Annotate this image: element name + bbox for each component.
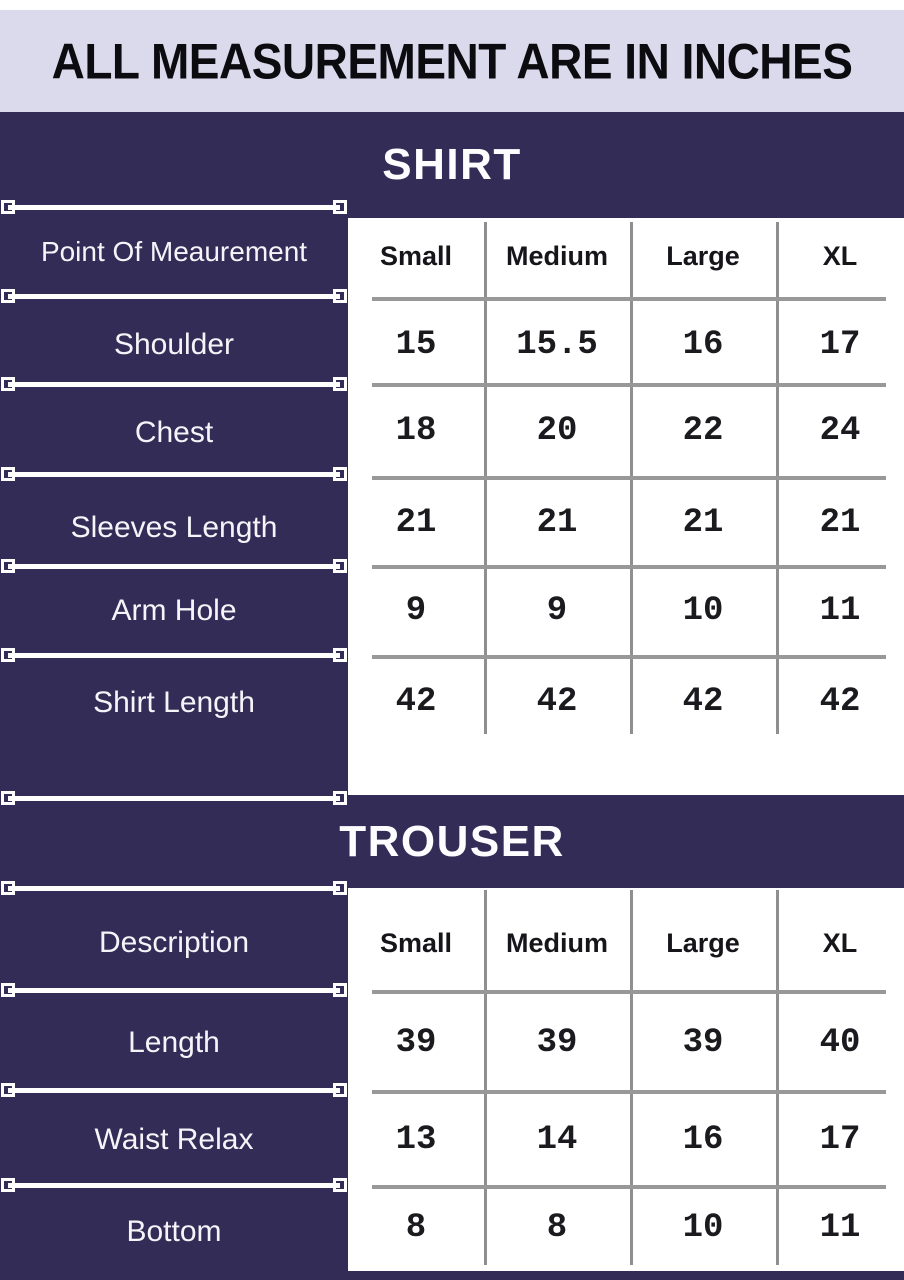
value-cell: 21 [536,504,578,542]
value-cell: 39 [395,1024,437,1062]
column-divider [484,890,487,1265]
value-cell: 16 [682,326,724,364]
size-header-xl: XL [822,240,858,271]
shirt-row-chest-values: 18 20 22 24 [348,401,904,461]
shirt-table: Small Medium Large XL 15 15.5 16 17 18 2… [348,218,904,795]
row-divider [372,990,886,994]
rail-label-length: Length [128,1026,220,1059]
banner: ALL MEASUREMENT ARE IN INCHES [0,10,904,112]
dimension-line-icon [1,200,347,214]
value-cell: 14 [536,1121,578,1159]
row-divider [372,1185,886,1189]
rail-label-waist-relax: Waist Relax [94,1123,254,1156]
dimension-line-icon [1,467,347,481]
size-header-small: Small [379,240,453,271]
trouser-row-length-values: 39 39 39 40 [348,1013,904,1073]
value-cell: 42 [536,683,578,721]
value-cell: 42 [682,683,724,721]
value-cell: 21 [395,504,437,542]
size-header-medium: Medium [505,927,608,958]
dimension-line-icon [1,377,347,391]
value-cell: 21 [819,504,861,542]
rail-label-sleeves: Sleeves Length [70,511,278,544]
rail-label-armhole: Arm Hole [111,594,237,627]
trouser-table: Small Medium Large XL 39 39 39 40 13 14 … [348,888,904,1271]
left-rail [0,112,348,1280]
size-header-large: Large [666,927,740,958]
value-cell: 17 [819,1121,861,1159]
trouser-title: TROUSER [339,816,565,866]
value-cell: 42 [819,683,861,721]
column-divider [776,890,779,1265]
value-cell: 10 [682,592,724,630]
dimension-line-icon [1,559,347,573]
value-cell: 39 [536,1024,578,1062]
row-divider [372,476,886,480]
rail-label-bottom: Bottom [126,1215,222,1248]
trouser-section-band: TROUSER [0,795,904,888]
rail-label-shirt-length: Shirt Length [93,686,255,719]
value-cell: 39 [682,1024,724,1062]
shirt-row-sleeves-values: 21 21 21 21 [348,493,904,553]
value-cell: 8 [405,1209,427,1247]
row-divider [372,297,886,301]
shirt-row-armhole-values: 9 9 10 11 [348,581,904,641]
value-cell: 21 [682,504,724,542]
value-cell: 8 [546,1209,568,1247]
trouser-header-label: Description [98,926,250,959]
dimension-line-icon [1,1178,347,1192]
dimension-line-icon [1,1083,347,1097]
shirt-section-band: SHIRT [0,112,904,218]
value-cell: 17 [819,326,861,364]
rail-label-chest: Chest [134,416,214,449]
row-divider [372,655,886,659]
dimension-line-icon [1,881,347,895]
shirt-title: SHIRT [382,140,522,189]
dimension-line-icon [1,289,347,303]
shirt-header-label: Point Of Meaurement [40,236,308,267]
value-cell: 9 [546,592,568,630]
value-cell: 24 [819,412,861,450]
value-cell: 16 [682,1121,724,1159]
row-divider [372,565,886,569]
banner-title: ALL MEASUREMENT ARE IN INCHES [51,32,853,90]
value-cell: 40 [819,1024,861,1062]
trouser-size-header-row: Small Medium Large XL [348,913,904,973]
value-cell: 15.5 [516,326,598,364]
value-cell: 42 [395,683,437,721]
size-header-large: Large [666,240,740,271]
row-divider [372,1090,886,1094]
value-cell: 18 [395,412,437,450]
size-header-small: Small [379,927,453,958]
dimension-line-icon [1,791,347,805]
shirt-row-shoulder-values: 15 15.5 16 17 [348,315,904,375]
dimension-line-icon [1,983,347,997]
value-cell: 13 [395,1121,437,1159]
value-cell: 11 [819,1209,861,1247]
bottom-strip [0,1271,904,1280]
value-cell: 11 [819,592,861,630]
trouser-row-bottom-values: 8 8 10 11 [348,1198,904,1258]
value-cell: 9 [405,592,427,630]
value-cell: 20 [536,412,578,450]
dimension-line-icon [1,648,347,662]
value-cell: 10 [682,1209,724,1247]
row-divider [372,383,886,387]
column-divider [630,890,633,1265]
value-cell: 22 [682,412,724,450]
trouser-row-waist-values: 13 14 16 17 [348,1110,904,1170]
size-header-medium: Medium [505,240,608,271]
value-cell: 15 [395,326,437,364]
shirt-size-header-row: Small Medium Large XL [348,224,904,288]
shirt-row-length-values: 42 42 42 42 [348,672,904,732]
rail-label-shoulder: Shoulder [113,328,235,361]
size-header-xl: XL [822,927,858,958]
